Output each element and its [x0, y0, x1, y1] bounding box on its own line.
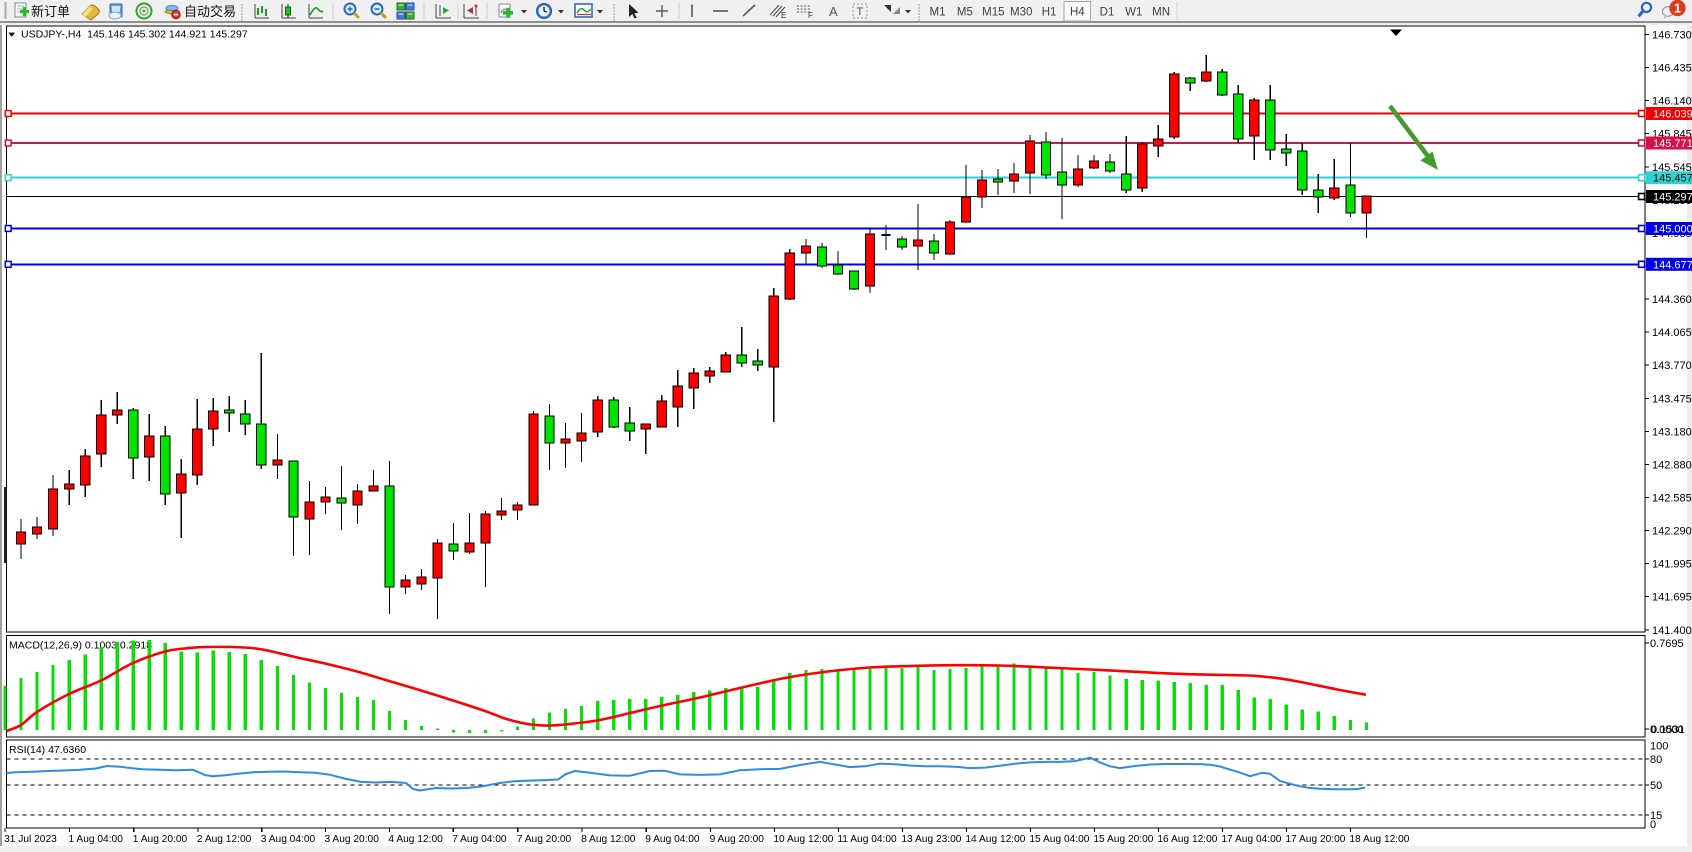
svg-text:143.770: 143.770	[1652, 360, 1692, 372]
svg-text:31 Jul 2023: 31 Jul 2023	[4, 834, 57, 845]
svg-text:自动交易: 自动交易	[184, 4, 236, 19]
svg-text:0.1531: 0.1531	[1651, 724, 1685, 736]
svg-text:10 Aug 12:00: 10 Aug 12:00	[773, 834, 833, 845]
svg-text:7 Aug 04:00: 7 Aug 04:00	[452, 834, 507, 845]
svg-text:A: A	[829, 4, 838, 19]
svg-text:2 Aug 12:00: 2 Aug 12:00	[197, 834, 252, 845]
svg-text:142.290: 142.290	[1652, 526, 1692, 538]
svg-text:17 Aug 04:00: 17 Aug 04:00	[1221, 834, 1281, 845]
svg-text:50: 50	[1650, 780, 1662, 792]
svg-text:143.475: 143.475	[1652, 393, 1692, 405]
svg-text:MACD(12,26,9) 0.1003 0.2918: MACD(12,26,9) 0.1003 0.2918	[9, 640, 152, 652]
svg-text:USDJPY-,H4 145.146 145.302 14: USDJPY-,H4 145.146 145.302 144.921 145.2…	[21, 29, 248, 41]
svg-text:146.730: 146.730	[1652, 30, 1692, 42]
svg-text:M30: M30	[1010, 7, 1032, 19]
svg-text:14 Aug 12:00: 14 Aug 12:00	[965, 834, 1025, 845]
svg-text:16 Aug 12:00: 16 Aug 12:00	[1157, 834, 1217, 845]
svg-text:141.995: 141.995	[1652, 559, 1692, 571]
svg-text:142.880: 142.880	[1652, 459, 1692, 471]
svg-text:146.140: 146.140	[1652, 96, 1692, 108]
svg-text:144.360: 144.360	[1652, 294, 1692, 306]
svg-text:D1: D1	[1100, 7, 1115, 19]
svg-text:100: 100	[1650, 741, 1668, 753]
svg-text:145.771: 145.771	[1653, 138, 1692, 150]
svg-text:H1: H1	[1042, 7, 1057, 19]
svg-text:144.677: 144.677	[1653, 259, 1692, 271]
svg-text:146.435: 146.435	[1652, 63, 1692, 75]
svg-text:144.065: 144.065	[1652, 327, 1692, 339]
svg-text:7 Aug 20:00: 7 Aug 20:00	[517, 834, 572, 845]
svg-text:3 Aug 04:00: 3 Aug 04:00	[261, 834, 316, 845]
svg-text:13 Aug 23:00: 13 Aug 23:00	[901, 834, 961, 845]
svg-text:145.000: 145.000	[1653, 224, 1692, 236]
svg-text:E: E	[781, 11, 786, 20]
svg-text:1 Aug 04:00: 1 Aug 04:00	[69, 834, 124, 845]
svg-text:RSI(14) 47.6360: RSI(14) 47.6360	[9, 744, 86, 756]
svg-text:1 Aug 20:00: 1 Aug 20:00	[133, 834, 188, 845]
svg-text:8 Aug 12:00: 8 Aug 12:00	[581, 834, 636, 845]
svg-text:17 Aug 20:00: 17 Aug 20:00	[1285, 834, 1345, 845]
svg-text:W1: W1	[1125, 7, 1142, 19]
svg-text:新订单: 新订单	[31, 4, 70, 19]
svg-text:15 Aug 04:00: 15 Aug 04:00	[1029, 834, 1089, 845]
svg-text:0.0000: 0.0000	[1650, 724, 1684, 736]
svg-text:M5: M5	[957, 7, 973, 19]
svg-text:1: 1	[1674, 2, 1681, 16]
svg-text:18 Aug 12:00: 18 Aug 12:00	[1349, 834, 1409, 845]
svg-text:145.457: 145.457	[1653, 173, 1692, 185]
svg-text:3 Aug 20:00: 3 Aug 20:00	[325, 834, 380, 845]
svg-text:11 Aug 04:00: 11 Aug 04:00	[837, 834, 897, 845]
svg-text:0.7695: 0.7695	[1650, 638, 1684, 650]
svg-text:M15: M15	[982, 7, 1004, 19]
svg-text:15: 15	[1650, 810, 1662, 822]
svg-text:143.180: 143.180	[1652, 426, 1692, 438]
svg-text:145.297: 145.297	[1653, 192, 1692, 204]
svg-text:146.039: 146.039	[1653, 109, 1692, 121]
svg-text:F: F	[808, 11, 813, 20]
svg-text:H4: H4	[1070, 7, 1085, 19]
svg-text:141.400: 141.400	[1652, 625, 1692, 637]
svg-text:T: T	[857, 6, 864, 18]
svg-text:MN: MN	[1152, 7, 1170, 19]
svg-text:142.585: 142.585	[1652, 492, 1692, 504]
svg-text:15 Aug 20:00: 15 Aug 20:00	[1093, 834, 1153, 845]
svg-text:M1: M1	[930, 7, 946, 19]
svg-text:9 Aug 04:00: 9 Aug 04:00	[645, 834, 700, 845]
svg-text:145.545: 145.545	[1652, 162, 1692, 174]
svg-text:80: 80	[1650, 754, 1662, 766]
svg-text:0: 0	[1650, 819, 1656, 831]
svg-text:9 Aug 20:00: 9 Aug 20:00	[710, 834, 765, 845]
svg-text:141.695: 141.695	[1652, 592, 1692, 604]
svg-text:4 Aug 12:00: 4 Aug 12:00	[388, 834, 443, 845]
